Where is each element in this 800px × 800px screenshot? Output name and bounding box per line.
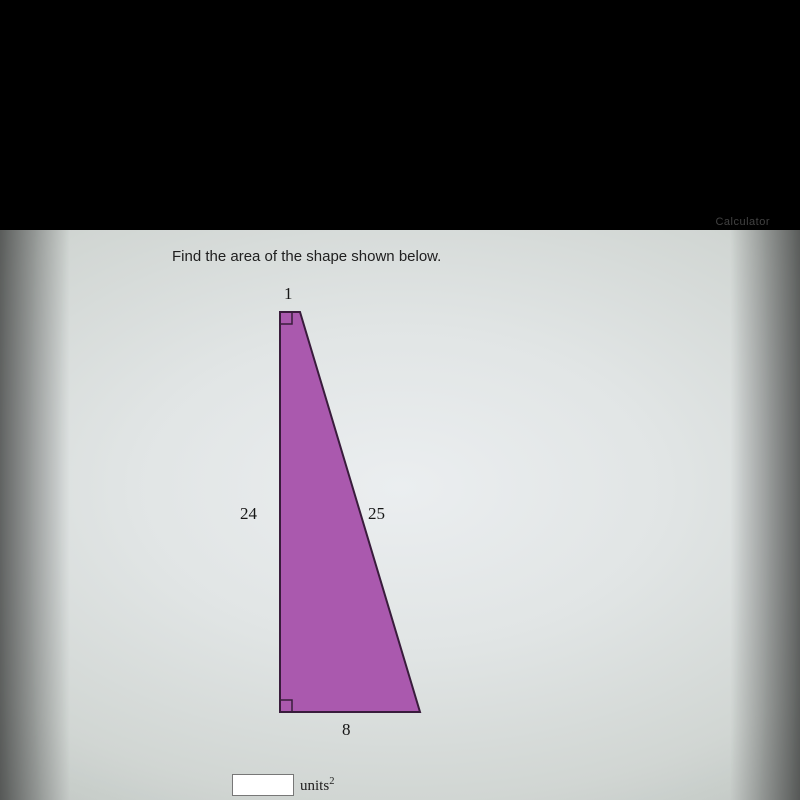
letterbox-top: Calculator — [0, 0, 800, 230]
units-label: units2 — [300, 774, 334, 795]
toolbar-fragment: Calculator — [715, 216, 770, 228]
dimension-label-right: 25 — [368, 504, 385, 524]
problem-prompt: Find the area of the shape shown below. — [172, 248, 441, 265]
worksheet-area: Find the area of the shape shown below. … — [0, 230, 800, 800]
dimension-label-left: 24 — [240, 504, 257, 524]
units-text: units — [300, 778, 329, 794]
units-exponent: 2 — [329, 776, 334, 787]
trapezoid-svg — [230, 282, 490, 762]
trapezoid-shape — [280, 312, 420, 712]
answer-input[interactable] — [232, 774, 294, 796]
answer-row: units2 — [232, 774, 334, 800]
dimension-label-bottom: 8 — [342, 720, 351, 740]
geometry-figure: 1 24 25 8 — [230, 282, 490, 762]
dimension-label-top: 1 — [284, 284, 293, 304]
